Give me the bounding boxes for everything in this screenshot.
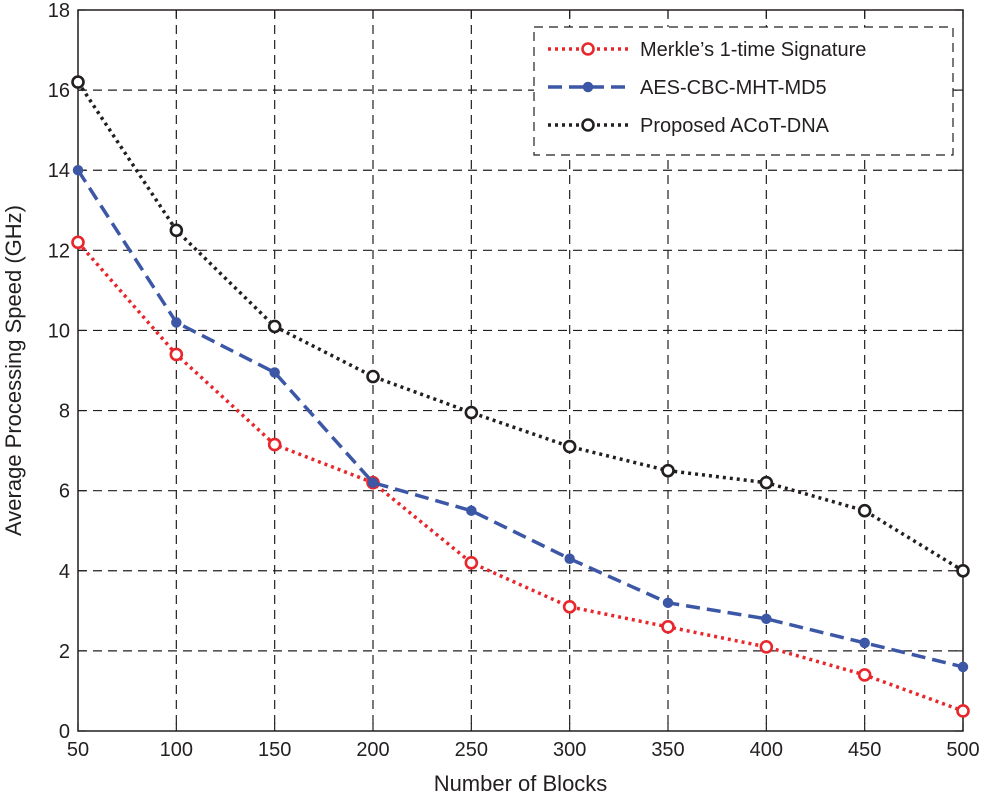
data-point xyxy=(269,367,280,378)
data-point xyxy=(171,317,182,328)
y-tick-label: 0 xyxy=(59,721,70,743)
legend-label: Proposed ACoT-DNA xyxy=(640,115,830,137)
legend: Merkle’s 1-time Signature AES-CBC-MHT-MD5… xyxy=(533,26,954,156)
data-point xyxy=(759,475,774,490)
data-point xyxy=(267,319,282,334)
data-point xyxy=(267,437,282,452)
legend-marker xyxy=(581,118,595,132)
x-tick-label: 300 xyxy=(553,739,586,761)
legend-label: AES-CBC-MHT-MD5 xyxy=(640,77,827,99)
data-point xyxy=(661,463,675,478)
y-tick-label: 14 xyxy=(48,160,70,182)
data-point xyxy=(957,661,969,673)
data-point xyxy=(661,620,675,634)
data-point xyxy=(169,223,184,238)
data-point xyxy=(564,553,575,565)
data-point xyxy=(857,503,872,518)
x-tick-label: 150 xyxy=(258,739,291,761)
data-point xyxy=(367,477,379,488)
x-tick-label: 200 xyxy=(356,739,389,761)
series-2 xyxy=(72,164,969,673)
legend-label: Merkle’s 1-time Signature xyxy=(640,39,866,61)
data-point xyxy=(72,164,84,176)
legend-marker xyxy=(581,42,595,56)
y-tick-label: 10 xyxy=(48,320,70,342)
data-point xyxy=(366,369,380,384)
data-point xyxy=(562,439,577,454)
series-layer xyxy=(71,75,970,718)
data-point xyxy=(956,704,970,718)
series-line xyxy=(76,169,964,669)
data-point xyxy=(857,668,872,682)
x-tick-label: 400 xyxy=(750,739,783,761)
legend-item: AES-CBC-MHT-MD5 xyxy=(548,77,827,99)
legend-item: Proposed ACoT-DNA xyxy=(548,115,830,137)
data-point xyxy=(464,555,479,570)
x-axis-label: Number of Blocks xyxy=(434,771,608,796)
data-point xyxy=(71,235,85,250)
x-tick-label: 500 xyxy=(946,739,979,761)
y-tick-label: 2 xyxy=(59,641,70,663)
series-line xyxy=(76,81,964,573)
y-tick-label: 16 xyxy=(48,80,70,102)
legend-box xyxy=(533,26,954,156)
x-tick-label: 100 xyxy=(160,739,193,761)
y-tick-label: 12 xyxy=(48,240,70,262)
x-tick-label: 250 xyxy=(455,739,488,761)
data-point xyxy=(662,597,674,609)
series-3 xyxy=(71,75,970,578)
series-line xyxy=(76,241,964,713)
y-tick-label: 6 xyxy=(59,481,70,503)
data-point xyxy=(859,637,870,649)
data-point xyxy=(71,75,85,89)
plot-frame xyxy=(77,9,964,732)
y-tick-label: 8 xyxy=(59,401,70,423)
legend-item: Merkle’s 1-time Signature xyxy=(548,39,866,61)
data-point xyxy=(562,600,577,614)
x-tick-label: 450 xyxy=(848,739,881,761)
x-tick-label: 350 xyxy=(651,739,684,761)
y-tick-label: 4 xyxy=(59,561,70,583)
y-tick-label: 18 xyxy=(48,0,70,22)
data-point xyxy=(759,640,774,654)
data-point xyxy=(761,613,772,625)
x-tick-label: 50 xyxy=(67,739,89,761)
legend-marker xyxy=(582,81,594,93)
axis-ticks: 50 100 150 200 250 300 350 400 450 500 0 2 4 6 8 10 12 14… xyxy=(48,0,980,761)
data-point xyxy=(169,347,184,362)
data-point xyxy=(464,405,479,420)
data-point xyxy=(466,505,477,516)
data-point xyxy=(956,563,970,578)
y-axis-label: Average Processing Speed (GHz) xyxy=(1,205,26,536)
